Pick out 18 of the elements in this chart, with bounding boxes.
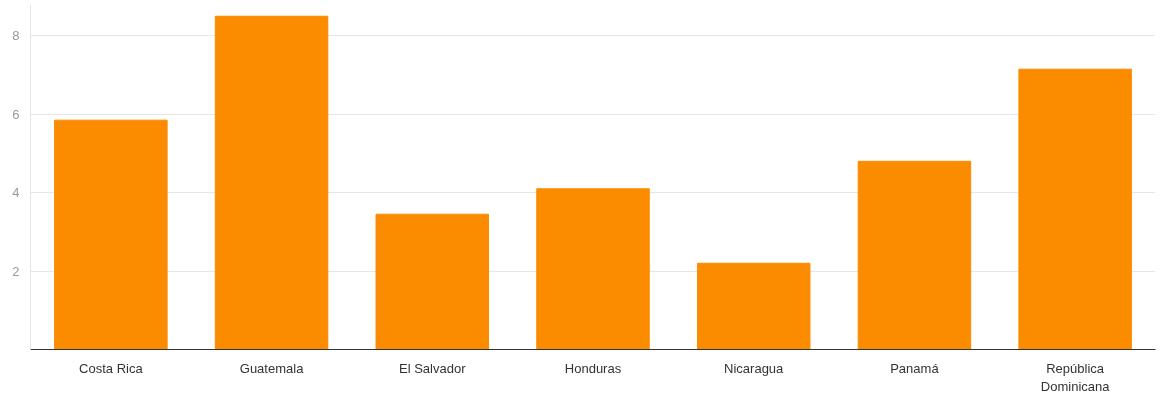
bar <box>696 262 811 350</box>
x-tick-label: Costa Rica <box>79 360 144 376</box>
x-tick-label: Guatemala <box>239 360 305 376</box>
bar <box>536 188 650 350</box>
bar <box>857 160 972 350</box>
bar <box>375 213 490 350</box>
y-tick-label: 2 <box>12 263 20 279</box>
y-tick-label: 8 <box>12 28 20 44</box>
y-tick-label: 6 <box>12 106 20 122</box>
x-tick-label: Panamá <box>890 360 940 376</box>
y-tick-label: 4 <box>12 185 20 201</box>
x-tick-label: Honduras <box>564 360 622 376</box>
x-tick-label: Nicaragua <box>724 360 785 376</box>
x-tick-label: República Dominicana <box>1040 360 1111 394</box>
bar <box>1018 68 1132 350</box>
bar <box>54 119 168 350</box>
bar <box>214 15 329 350</box>
x-tick-label: El Salvador <box>399 360 467 376</box>
